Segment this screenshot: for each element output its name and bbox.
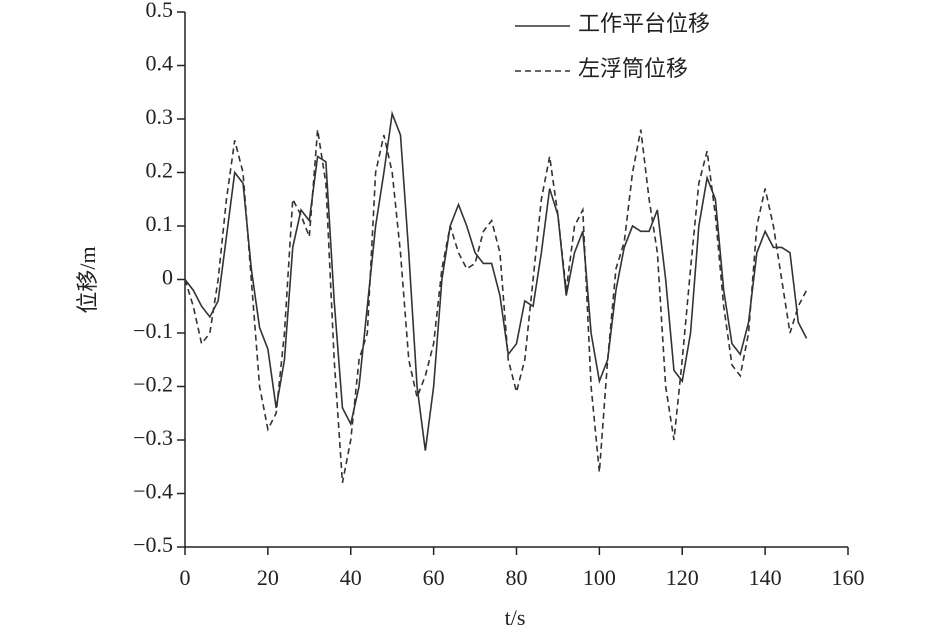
legend-label: 工作平台位移 bbox=[578, 11, 710, 36]
y-tick-label: 0.5 bbox=[146, 0, 174, 22]
x-tick-label: 40 bbox=[340, 565, 362, 590]
y-tick-label: 0.3 bbox=[146, 104, 174, 129]
x-tick-label: 100 bbox=[583, 565, 616, 590]
series-line bbox=[184, 129, 808, 483]
y-tick-label: −0.4 bbox=[133, 479, 173, 504]
y-tick-label: −0.3 bbox=[133, 425, 173, 450]
y-tick-label: 0 bbox=[162, 265, 173, 290]
y-tick-label: 0.1 bbox=[146, 211, 174, 236]
x-tick-label: 0 bbox=[180, 565, 191, 590]
x-tick-label: 160 bbox=[832, 565, 865, 590]
y-axis-label: 位移/m bbox=[75, 246, 100, 313]
legend-label: 左浮筒位移 bbox=[578, 56, 688, 81]
x-tick-label: 60 bbox=[423, 565, 445, 590]
x-tick-label: 120 bbox=[666, 565, 699, 590]
x-tick-label: 80 bbox=[506, 565, 528, 590]
y-tick-label: −0.2 bbox=[133, 372, 173, 397]
y-tick-label: −0.1 bbox=[133, 318, 173, 343]
y-tick-label: 0.4 bbox=[146, 51, 174, 76]
x-tick-label: 20 bbox=[257, 565, 279, 590]
y-tick-label: −0.5 bbox=[133, 532, 173, 557]
y-tick-label: 0.2 bbox=[146, 158, 174, 183]
series-line bbox=[184, 110, 808, 451]
x-axis-label: t/s bbox=[505, 605, 526, 630]
x-tick-label: 140 bbox=[749, 565, 782, 590]
